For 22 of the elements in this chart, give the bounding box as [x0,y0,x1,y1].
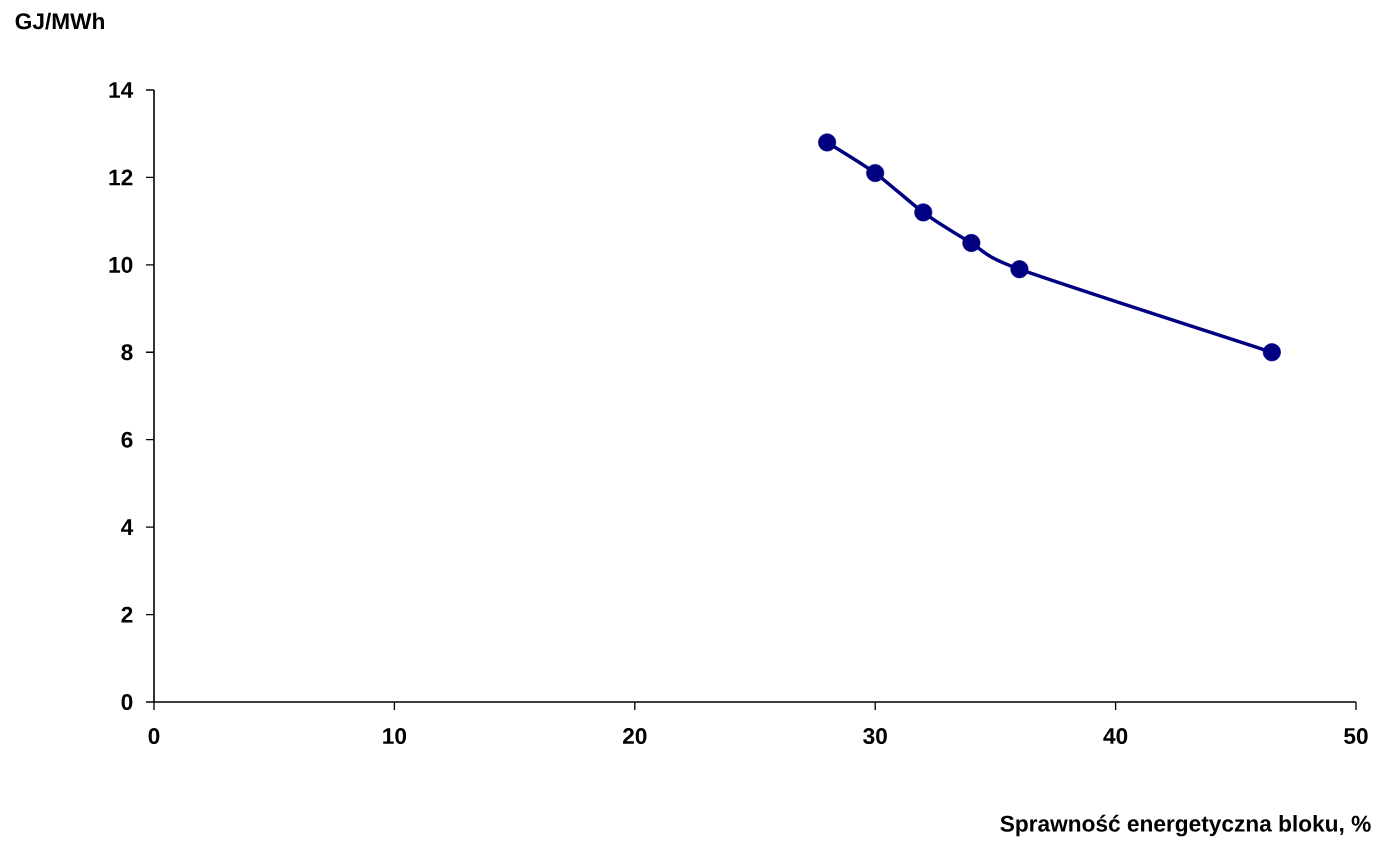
y-tick-label: 0 [121,693,133,711]
y-axis-title: GJ/MWh [15,12,104,30]
point [818,133,837,152]
x-tick-label: 30 [863,728,887,745]
y-tick-label: 6 [121,431,133,448]
x-tick-label: 20 [622,728,647,745]
x-tick-label: 50 [1344,728,1368,745]
point [1262,343,1281,362]
x-tick-label: 40 [1103,728,1128,745]
y-tick-label: 2 [121,606,133,623]
y-tick-label: 10 [109,256,133,273]
point [866,164,885,183]
point [962,233,981,252]
point [914,203,933,222]
point [1010,260,1029,279]
x-axis-title: Sprawność energetyczna bloku, % [1000,814,1371,837]
y-tick-label: 14 [109,82,134,98]
y-tick-label: 4 [121,519,134,535]
y-tick-label: 8 [121,344,133,361]
y-tick-label: 12 [109,169,133,186]
x-tick-label: 0 [148,728,160,745]
x-tick-label: 10 [383,728,407,745]
